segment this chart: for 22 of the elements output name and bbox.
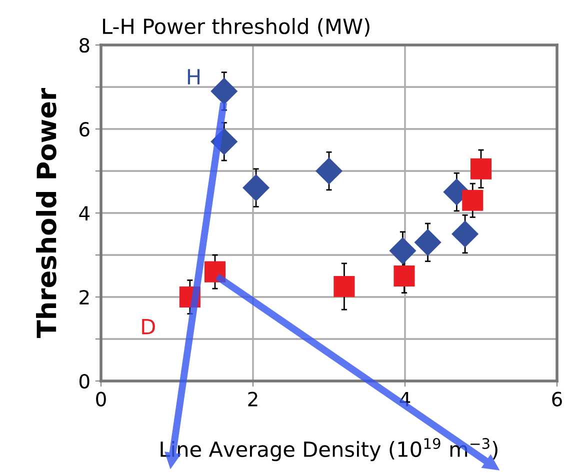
point (242, 174, 270, 202)
y-tick-label: 0 (79, 374, 90, 389)
y-tick-label: 4 (79, 206, 90, 220)
x-tick-label: 2 (248, 392, 258, 406)
x-tick-label: 6 (552, 392, 562, 406)
y-tick-label: 8 (80, 38, 90, 53)
y-tick-label: 2 (80, 290, 89, 304)
chart-title: L-H Power threshold (MW) (103, 18, 370, 37)
point (394, 265, 415, 287)
point (452, 220, 479, 248)
x-tick-label: 0 (96, 392, 106, 406)
series-label: H (188, 69, 200, 84)
point (210, 78, 238, 105)
point (414, 228, 442, 256)
y-tick-label: 6 (80, 122, 90, 137)
point (462, 190, 484, 211)
point (470, 158, 492, 180)
y-axis-title: Threshold Power (36, 88, 56, 338)
point (315, 157, 343, 185)
point (334, 276, 355, 298)
point (389, 237, 416, 264)
series-label: D (142, 319, 155, 334)
